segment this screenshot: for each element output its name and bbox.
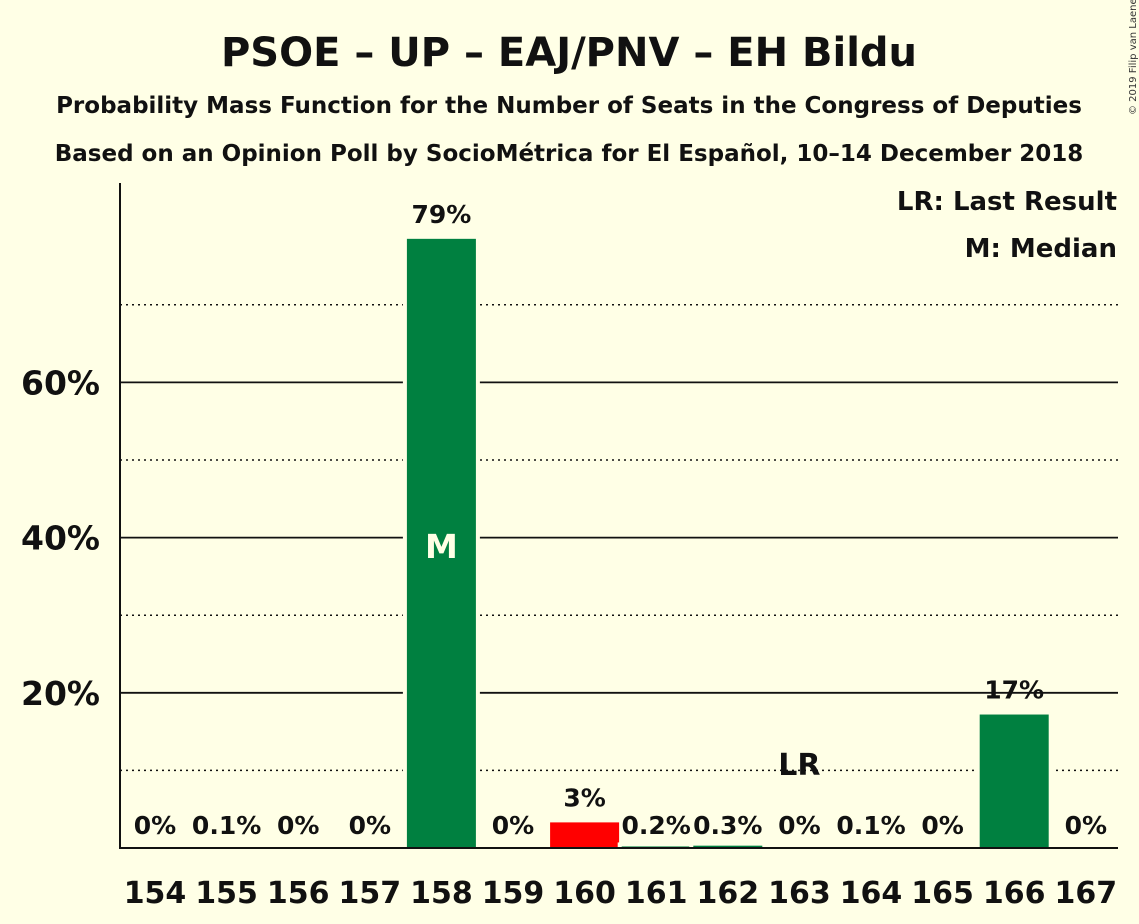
x-tick-label-156: 156 (267, 876, 330, 911)
data-label-155: 0.1% (192, 811, 261, 840)
data-label-161: 0.2% (622, 811, 691, 840)
data-label-167: 0% (1065, 811, 1107, 840)
y-tick-label: 40% (21, 519, 100, 558)
data-label-165: 0% (921, 811, 963, 840)
data-label-158: 79% (411, 200, 471, 229)
x-tick-label-167: 167 (1054, 876, 1117, 911)
chart-title: PSOE – UP – EAJ/PNV – EH Bildu (221, 30, 917, 76)
bar-halo (689, 841, 767, 848)
data-label-154: 0% (134, 811, 176, 840)
copyright-text: © 2019 Filip van Laenen (1128, 0, 1139, 115)
bar-halo (188, 843, 266, 848)
chart-subtitle-1: Probability Mass Function for the Number… (56, 93, 1082, 119)
last-result-marker: LR (778, 748, 820, 783)
x-tick-label-162: 162 (696, 876, 759, 911)
bar-halo (832, 843, 910, 848)
x-tick-label-155: 155 (195, 876, 258, 911)
x-tick-label-163: 163 (768, 876, 831, 911)
bar-166 (979, 714, 1049, 848)
x-tick-label-166: 166 (983, 876, 1046, 911)
data-label-162: 0.3% (693, 811, 762, 840)
x-tick-label-158: 158 (410, 876, 473, 911)
median-marker: M (425, 527, 458, 566)
x-tick-label-160: 160 (553, 876, 616, 911)
x-tick-label-159: 159 (482, 876, 545, 911)
data-label-166: 17% (984, 676, 1044, 705)
x-tick-label-154: 154 (124, 876, 187, 911)
legend-last-result: LR: Last Result (897, 187, 1117, 217)
data-label-159: 0% (492, 811, 534, 840)
bar-162 (693, 845, 763, 848)
bars (188, 234, 1053, 849)
y-tick-label: 60% (21, 363, 100, 402)
gridlines (120, 304, 1118, 772)
axes: 20% 40% 60% 154 155 156 157 158 159 160 161 162 163 1… (21, 183, 1118, 911)
x-tick-label-164: 164 (840, 876, 903, 911)
data-labels: 0% 0.1% 0% 0% 79% 0% 3% 0.2% 0.3% 0% 0.1% 0% 17% 0% M L… (134, 200, 1107, 840)
data-label-156: 0% (277, 811, 319, 840)
x-tick-label-157: 157 (338, 876, 401, 911)
x-tick-label-165: 165 (911, 876, 974, 911)
y-tick-label: 20% (21, 674, 100, 713)
x-tick-label-161: 161 (625, 876, 688, 911)
bar-160 (550, 822, 620, 848)
legend-median: M: Median (965, 234, 1117, 264)
data-label-164: 0.1% (836, 811, 905, 840)
data-label-157: 0% (349, 811, 391, 840)
bar-halo (617, 842, 695, 848)
bar-158 (406, 238, 476, 849)
chart-subtitle-2: Based on an Opinion Poll by SocioMétrica… (55, 141, 1083, 167)
data-label-163: 0% (778, 811, 820, 840)
data-label-160: 3% (563, 783, 605, 812)
